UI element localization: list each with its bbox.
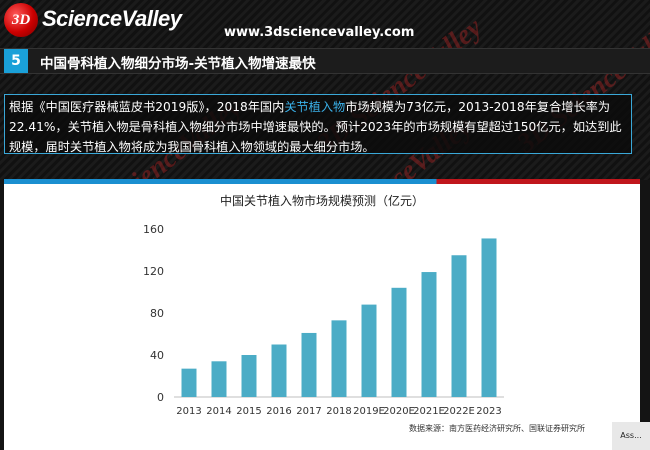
- bar-2021E: [422, 272, 437, 397]
- source-note: 数据来源：南方医药经济研究所、国联证券研究所: [409, 423, 585, 434]
- bar-2023: [482, 238, 497, 397]
- x-tick-label: 2017: [296, 406, 321, 417]
- x-tick-label: 2015: [236, 406, 261, 417]
- logo-mark-icon: 3D: [4, 3, 38, 37]
- y-tick-label: 40: [150, 349, 164, 362]
- y-tick-label: 160: [143, 223, 164, 236]
- y-tick-label: 0: [157, 391, 164, 404]
- bar-2014: [212, 361, 227, 397]
- x-tick-label: 2018: [326, 406, 351, 417]
- chart-panel: 中国关节植入物市场规模预测（亿元） 0 40 80 120 160 2013 2014 201…: [4, 184, 640, 450]
- bar-2017: [302, 333, 317, 397]
- x-tick-label: 2022E: [443, 406, 475, 417]
- description-box: 根据《中国医疗器械蓝皮书2019版》，2018年国内关节植入物市场规模为73亿元…: [4, 94, 632, 154]
- section-header: 5 中国骨科植入物细分市场-关节植入物增速最快: [0, 48, 650, 74]
- x-tick-label: 2019E: [353, 406, 385, 417]
- section-title: 中国骨科植入物细分市场-关节植入物增速最快: [40, 52, 316, 72]
- description-text-before: 根据《中国医疗器械蓝皮书2019版》，2018年国内: [9, 100, 284, 114]
- bar-chart: 0 40 80 120 160 2013 2014 2015 2016 2017 2018 2019E…: [4, 184, 640, 450]
- x-tick-label: 2014: [206, 406, 231, 417]
- site-url-link[interactable]: www.3dsciencevalley.com: [224, 25, 414, 40]
- bar-2015: [242, 355, 257, 397]
- x-tick-label: 2013: [176, 406, 201, 417]
- bar-2019E: [362, 305, 377, 397]
- y-tick-label: 80: [150, 307, 164, 320]
- logo-text: ScienceValley: [42, 6, 181, 32]
- bar-2020E: [392, 288, 407, 397]
- y-tick-label: 120: [143, 265, 164, 278]
- bar-2013: [182, 369, 197, 397]
- description-highlight: 关节植入物: [284, 100, 345, 114]
- bar-2022E: [452, 255, 467, 397]
- bar-2016: [272, 345, 287, 398]
- bar-2018: [332, 320, 347, 397]
- x-tick-label: 2021E: [413, 406, 445, 417]
- x-tick-label: 2023: [476, 406, 501, 417]
- site-logo[interactable]: 3D ScienceValley: [4, 2, 174, 42]
- section-number-badge: 5: [4, 49, 28, 73]
- x-tick-label: 2016: [266, 406, 291, 417]
- corner-tag: Ass...: [612, 422, 650, 450]
- x-tick-label: 2020E: [383, 406, 415, 417]
